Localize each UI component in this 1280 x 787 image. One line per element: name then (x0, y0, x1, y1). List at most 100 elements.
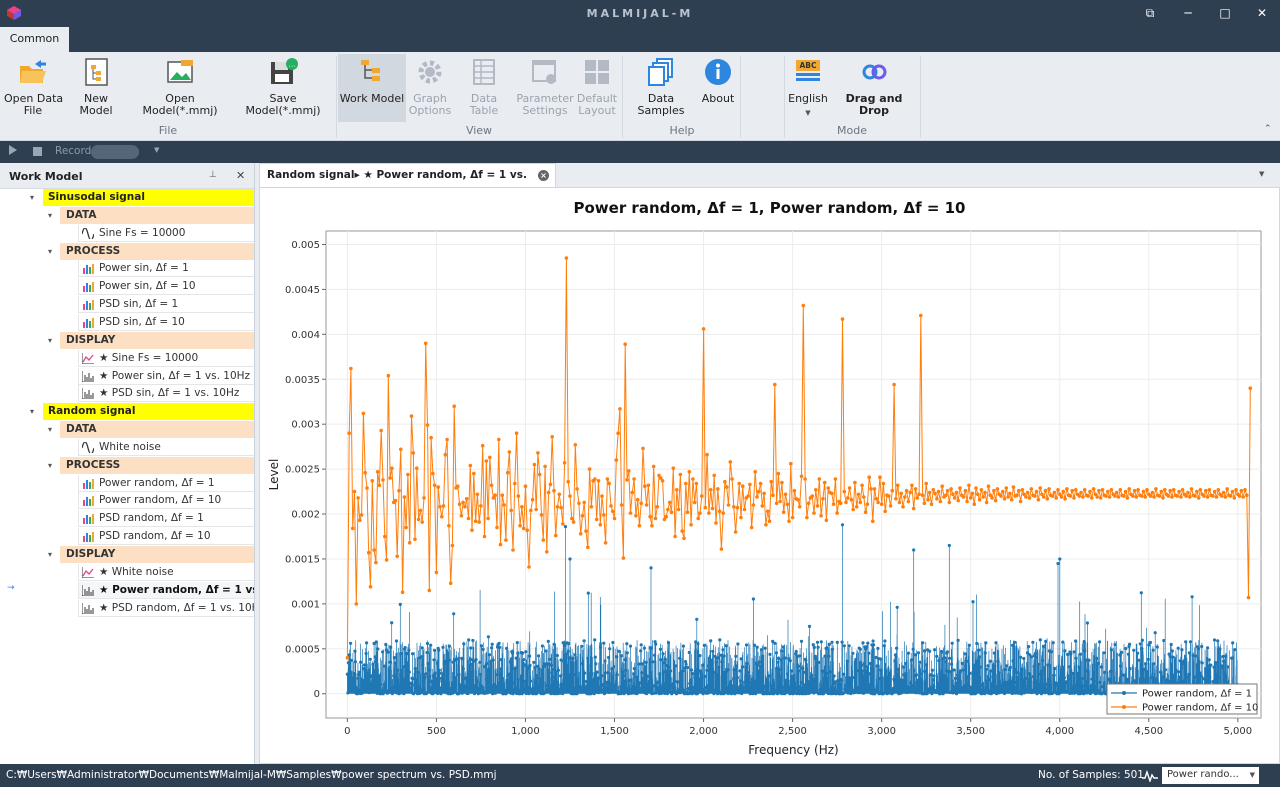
tree-item[interactable]: ★ Sine Fs = 10000 (78, 349, 254, 367)
data-point (600, 494, 604, 498)
expand-arrow-icon[interactable]: ▾ (29, 193, 34, 202)
expand-arrow-icon[interactable]: ▾ (47, 335, 52, 345)
chart-panel: 0 500 1,000 1,500 2,000 2,500 3,000 3,500 4,000 4… (259, 187, 1280, 764)
tree-group[interactable]: Sinusodal signal (43, 189, 254, 206)
tree-item[interactable]: ★ PSD random, Δf = 1 vs. 10Hz (78, 599, 254, 617)
tree-item[interactable]: ★ Power sin, Δf = 1 vs. 10Hz (78, 367, 254, 385)
tree-label: DISPLAY (66, 333, 116, 346)
play-icon[interactable] (9, 145, 17, 155)
expand-arrow-icon[interactable]: ▾ (47, 210, 52, 220)
restore-button[interactable]: ⧉ (1145, 6, 1155, 20)
data-point (354, 602, 359, 606)
data-point (546, 490, 551, 495)
tree-section[interactable]: DATA (60, 421, 254, 439)
document-menu-chevron-icon[interactable]: ▼ (1259, 170, 1265, 178)
save-model-button[interactable]: … Save Model(*.mmj) (234, 56, 332, 122)
chevron-down-icon[interactable]: ▼ (154, 146, 160, 154)
ribbon-separator (740, 56, 741, 138)
tree-item[interactable]: PSD sin, Δf = 1 (78, 296, 254, 314)
tree-item[interactable]: PSD random, Δf = 10 (78, 528, 254, 546)
data-point (635, 497, 640, 502)
data-point (400, 590, 405, 594)
about-button[interactable]: About (700, 56, 736, 122)
stop-icon[interactable] (33, 147, 42, 156)
tree-group[interactable]: Random signal (43, 403, 254, 421)
tree-section[interactable]: DISPLAY (60, 331, 254, 349)
data-point (799, 474, 804, 479)
tree-item[interactable]: White noise (78, 438, 254, 456)
collapse-ribbon-icon[interactable]: ⌃ (1264, 124, 1272, 134)
data-point (871, 519, 875, 523)
graph-options-button[interactable]: Graph Options (408, 56, 452, 122)
tree-item[interactable]: Power random, Δf = 1 (78, 474, 254, 492)
open-model-icon (167, 60, 193, 83)
pin-icon[interactable]: ⊥ (209, 170, 217, 180)
tree-item[interactable]: Power sin, Δf = 1 (78, 260, 254, 278)
data-point (732, 505, 736, 509)
maximize-button[interactable]: □ (1219, 6, 1231, 20)
tab-common[interactable]: Common (0, 27, 69, 52)
data-point (602, 513, 606, 517)
data-point (1090, 496, 1094, 500)
work-model-panel: Work Model ⊥ ✕ ▾ Sinusodal signal ▾ DATA Sin… (0, 163, 255, 764)
data-point (671, 466, 676, 471)
data-point (1148, 494, 1153, 498)
series-selector[interactable]: Power rando... ▼ (1162, 767, 1259, 784)
expand-arrow-icon[interactable]: ▾ (47, 246, 52, 256)
expand-arrow-icon[interactable]: ▾ (29, 407, 34, 417)
tree-section[interactable]: PROCESS (60, 456, 254, 474)
data-point (1082, 488, 1087, 492)
data-point (773, 382, 777, 387)
data-point (963, 488, 968, 493)
parameter-settings-button[interactable]: Parameter Settings (516, 56, 574, 122)
tree-item[interactable]: Power random, Δf = 10 (78, 492, 254, 510)
data-point (908, 490, 912, 495)
tree-item[interactable]: PSD random, Δf = 1 (78, 510, 254, 528)
bars-icon (83, 478, 94, 489)
open-data-file-button[interactable]: Open Data File (4, 56, 63, 122)
tree-label: DATA (66, 208, 97, 221)
document-tab[interactable]: Random signal▸ ★ Power random, Δf = 1 vs… (259, 163, 556, 204)
data-point (1011, 485, 1016, 489)
tree-section[interactable]: PROCESS (60, 242, 254, 260)
x-tick-label: 3,000 (867, 726, 896, 737)
minimize-button[interactable]: ─ (1184, 6, 1192, 20)
tree-section[interactable]: DISPLAY (60, 546, 254, 563)
data-point (723, 479, 727, 484)
data-point (482, 534, 487, 539)
expand-arrow-icon[interactable]: ▾ (47, 550, 52, 559)
data-point (1015, 493, 1019, 498)
work-model-button[interactable]: Work Model (338, 54, 406, 122)
tree-item[interactable]: Sine Fs = 10000 (78, 224, 254, 242)
drag-and-drop-button[interactable]: Drag and Drop (832, 56, 916, 122)
close-icon[interactable]: × (538, 170, 549, 181)
tree-item[interactable]: ★ White noise (78, 563, 254, 581)
language-button[interactable]: English ▼ (788, 56, 828, 122)
close-button[interactable]: ✕ (1256, 6, 1268, 20)
tree-label: Power sin, Δf = 1 (99, 262, 189, 275)
data-point (812, 511, 816, 515)
abc-badge: ABC (799, 61, 817, 70)
data-point (707, 511, 711, 515)
open-model-button[interactable]: Open Model(*.mmj) (130, 56, 230, 122)
settings-window-icon (532, 60, 556, 84)
default-layout-button[interactable]: Default Layout (576, 56, 618, 122)
data-point (472, 471, 476, 476)
tree-label: PROCESS (66, 244, 121, 257)
tree-item[interactable]: Power sin, Δf = 10 (78, 278, 254, 296)
tree-item[interactable]: ★ Power random, Δf = 1 vs. 10Hz (78, 581, 254, 599)
data-point (1072, 496, 1076, 500)
tree-item[interactable]: PSD sin, Δf = 10 (78, 313, 254, 331)
record-toggle[interactable] (91, 145, 139, 159)
y-tick-label: 0.005 (291, 240, 320, 251)
tree-section[interactable]: DATA (60, 206, 254, 224)
expand-arrow-icon[interactable]: ▾ (47, 425, 52, 435)
expand-arrow-icon[interactable]: ▾ (47, 460, 52, 470)
new-model-button[interactable]: New Model (66, 56, 126, 122)
data-samples-button[interactable]: Data Samples (626, 56, 696, 122)
y-tick-label: 0.002 (291, 510, 320, 521)
data-table-button[interactable]: Data Table (456, 56, 512, 122)
tree-item[interactable]: ★ PSD sin, Δf = 1 vs. 10Hz (78, 385, 254, 403)
power-spectrum-chart: 0 500 1,000 1,500 2,000 2,500 3,000 3,500 4,000 4… (267, 199, 1262, 757)
close-icon[interactable]: ✕ (236, 169, 246, 182)
